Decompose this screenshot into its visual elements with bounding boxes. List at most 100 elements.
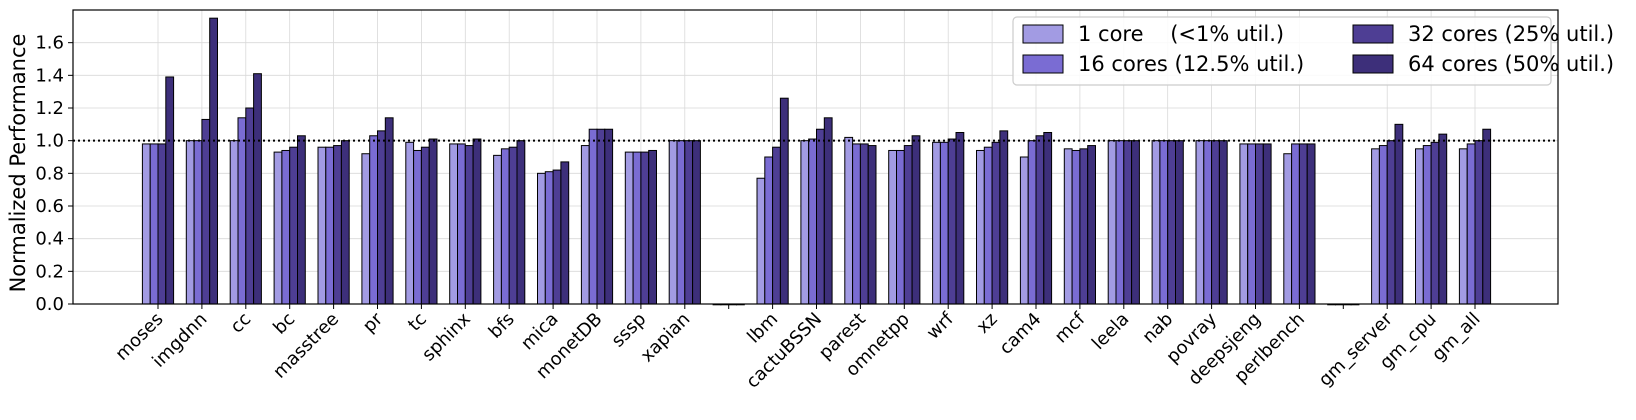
bar bbox=[493, 154, 502, 305]
bar bbox=[1175, 140, 1184, 305]
bar bbox=[472, 138, 482, 305]
bar bbox=[1195, 140, 1205, 305]
bar bbox=[888, 149, 898, 305]
bar bbox=[340, 140, 350, 305]
bar bbox=[1394, 123, 1404, 305]
bar bbox=[237, 117, 247, 305]
y-tick-label: 0.4 bbox=[35, 229, 64, 250]
bar bbox=[405, 141, 415, 305]
legend-label: 16 cores (12.5% util.) bbox=[1078, 52, 1304, 76]
x-tick-label: xz bbox=[973, 309, 1002, 338]
bar bbox=[640, 151, 650, 305]
bar bbox=[333, 145, 342, 305]
bar bbox=[684, 140, 694, 305]
bar bbox=[1298, 143, 1308, 305]
bar bbox=[1079, 148, 1089, 305]
bar bbox=[1239, 143, 1249, 305]
bar bbox=[800, 140, 810, 305]
x-tick-label: wrf bbox=[923, 308, 958, 343]
bar bbox=[1107, 140, 1117, 305]
bar bbox=[1291, 143, 1300, 305]
bar bbox=[1151, 140, 1161, 305]
bar bbox=[648, 149, 658, 305]
bar bbox=[823, 117, 833, 305]
bar bbox=[185, 140, 195, 305]
legend-label: 32 cores (25% util.) bbox=[1408, 22, 1614, 46]
bar bbox=[624, 151, 634, 305]
bar bbox=[668, 140, 678, 305]
x-tick-label: leela bbox=[1088, 309, 1133, 354]
y-tick-label: 1.2 bbox=[35, 98, 64, 119]
bar bbox=[896, 149, 905, 305]
x-tick-label: xapian bbox=[637, 309, 695, 367]
bar bbox=[991, 141, 1001, 305]
x-tick-label: tc bbox=[404, 309, 431, 336]
bar bbox=[245, 107, 255, 305]
bar bbox=[325, 146, 335, 305]
x-tick-label: cc bbox=[226, 309, 255, 338]
bar bbox=[281, 149, 291, 305]
bar bbox=[289, 146, 299, 305]
bar bbox=[377, 130, 386, 305]
bar bbox=[149, 143, 159, 305]
bar bbox=[1283, 153, 1293, 305]
x-tick-label: mcf bbox=[1051, 308, 1090, 347]
bar bbox=[449, 143, 459, 305]
bar bbox=[1262, 143, 1272, 305]
bar bbox=[1466, 143, 1476, 305]
bar bbox=[580, 145, 590, 305]
bar bbox=[1482, 128, 1492, 305]
bar bbox=[560, 161, 570, 305]
bar bbox=[939, 141, 949, 305]
y-tick-label: 1.4 bbox=[35, 65, 64, 86]
bar bbox=[1415, 148, 1424, 305]
y-tick-label: 0.6 bbox=[35, 196, 64, 217]
bar bbox=[1306, 143, 1316, 305]
bar bbox=[1211, 140, 1220, 305]
y-tick-label: 0.8 bbox=[35, 163, 64, 184]
y-tick-label: 0.0 bbox=[35, 294, 64, 315]
bar bbox=[772, 146, 781, 305]
bar bbox=[1159, 140, 1169, 305]
legend: 1 core (<1% util.) 16 cores (12.5% util.)… bbox=[1012, 16, 1614, 86]
y-axis: 0.0 0.2 0.4 0.6 0.8 1.0 1.2 1.4 1.6 bbox=[35, 33, 73, 315]
bar bbox=[779, 97, 789, 305]
bar bbox=[1035, 135, 1045, 305]
bar bbox=[413, 149, 422, 305]
bar bbox=[808, 138, 818, 305]
bar bbox=[999, 130, 1009, 305]
x-tick-label: gm_all bbox=[1428, 309, 1485, 366]
legend-label: 1 core (<1% util.) bbox=[1078, 22, 1284, 46]
bar bbox=[229, 140, 239, 305]
bar bbox=[1123, 140, 1133, 305]
bar bbox=[1474, 140, 1484, 305]
bar bbox=[273, 151, 283, 305]
bar bbox=[1027, 140, 1037, 305]
bar bbox=[1458, 148, 1468, 305]
bar bbox=[867, 145, 877, 305]
bar bbox=[157, 143, 167, 305]
bar bbox=[756, 177, 766, 305]
bar bbox=[544, 171, 554, 305]
bar bbox=[537, 172, 546, 305]
bar bbox=[165, 76, 175, 305]
bar bbox=[604, 128, 614, 305]
bar bbox=[384, 117, 394, 305]
bar bbox=[1438, 133, 1448, 305]
bar bbox=[209, 17, 218, 305]
bar bbox=[932, 141, 941, 305]
bar bbox=[692, 140, 701, 305]
bar bbox=[1247, 143, 1256, 305]
bar bbox=[201, 118, 211, 305]
bar bbox=[1378, 145, 1388, 305]
bar bbox=[516, 140, 526, 305]
x-tick-label: pr bbox=[359, 308, 388, 337]
bar bbox=[764, 156, 774, 305]
bar bbox=[955, 132, 965, 305]
bar bbox=[588, 128, 598, 305]
bar bbox=[676, 140, 686, 305]
bar bbox=[852, 143, 861, 305]
legend-swatch bbox=[1352, 24, 1394, 44]
bar bbox=[500, 148, 510, 305]
